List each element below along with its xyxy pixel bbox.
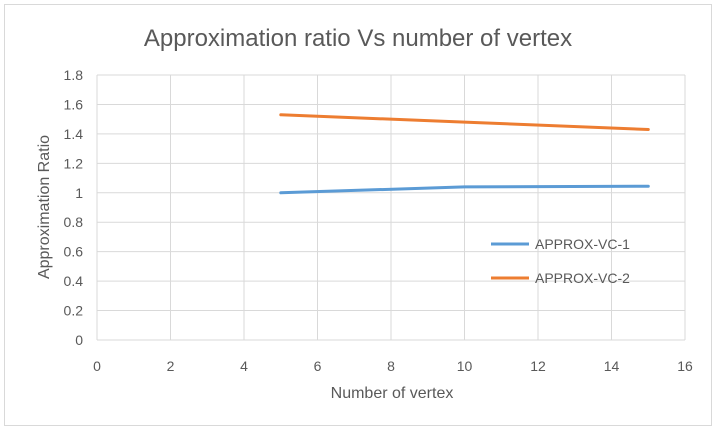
chart-area	[4, 4, 712, 426]
y-tick-label-6: 1.2	[64, 155, 84, 171]
y-tick-label-7: 1.4	[64, 126, 84, 142]
series-line-1	[279, 113, 650, 131]
y-tick-label-5: 1	[75, 185, 83, 201]
y-tick-label-8: 1.6	[64, 96, 84, 112]
y-tick-label-3: 0.6	[64, 244, 84, 260]
chart-title: Approximation ratio Vs number of vertex	[144, 25, 572, 52]
y-axis-ticks: 0 0.2 0.4 0.6 0.8 1 1.2 1.4 1.6 1.8	[64, 67, 84, 348]
x-tick-label-1: 2	[167, 358, 175, 374]
x-axis-label: Number of vertex	[331, 385, 454, 402]
x-tick-label-0: 0	[93, 358, 101, 374]
legend-label-1: APPROX-VC-2	[535, 270, 630, 286]
x-tick-label-3: 6	[314, 358, 322, 374]
x-tick-label-4: 8	[387, 358, 395, 374]
y-tick-label-0: 0	[75, 332, 83, 348]
x-axis-ticks: 0 2 4 6 8 10 12 14 16	[93, 358, 693, 374]
legend-label-0: APPROX-VC-1	[535, 236, 630, 252]
x-tick-label-2: 4	[240, 358, 248, 374]
y-axis-label: Approximation Ratio	[36, 135, 53, 279]
y-tick-label-4: 0.8	[64, 214, 84, 230]
y-tick-label-9: 1.8	[64, 67, 84, 83]
series-line-0	[279, 184, 650, 195]
x-tick-label-6: 12	[530, 358, 546, 374]
y-tick-label-2: 0.4	[64, 273, 84, 289]
x-tick-label-7: 14	[604, 358, 620, 374]
y-tick-label-1: 0.2	[64, 303, 84, 319]
x-tick-label-5: 10	[457, 358, 473, 374]
legend: APPROX-VC-1 APPROX-VC-2	[491, 236, 630, 286]
x-tick-label-8: 16	[677, 358, 693, 374]
series-lines	[279, 113, 650, 195]
gridlines	[96, 74, 686, 341]
